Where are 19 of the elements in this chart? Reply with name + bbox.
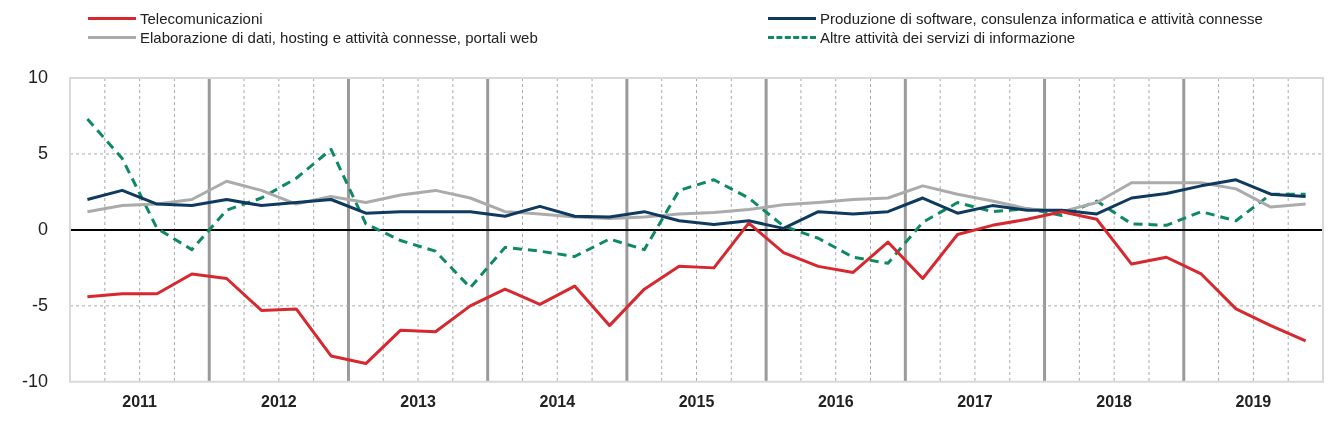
- legend-label: Elaborazione di dati, hosting e attività connesse, portali web: [140, 29, 538, 46]
- x-tick-label: 2011: [122, 392, 158, 410]
- x-tick-label: 2013: [400, 392, 436, 410]
- line-series: [85, 117, 1308, 290]
- y-tick-label: 5: [38, 142, 49, 163]
- y-tick-label: 0: [38, 218, 49, 239]
- x-tick-label: 2016: [817, 392, 854, 410]
- legend-label: Telecomunicazioni: [140, 10, 263, 27]
- legend-label: Altre attività dei servizi di informazione: [820, 29, 1076, 46]
- legend-label: Produzione di software, consulenza informatica e attività connesse: [820, 10, 1263, 27]
- y-tick-label: -10: [22, 370, 49, 391]
- x-tick-label: 2012: [261, 392, 297, 410]
- y-tick-label: 10: [27, 66, 49, 87]
- x-tick-label: 2017: [957, 392, 993, 410]
- y-tick-label: -5: [32, 294, 49, 315]
- x-tick-label: 2014: [539, 392, 576, 410]
- x-tick-label: 2018: [1096, 392, 1133, 410]
- x-tick-label: 2019: [1235, 392, 1272, 410]
- x-tick-label: 2015: [678, 392, 715, 410]
